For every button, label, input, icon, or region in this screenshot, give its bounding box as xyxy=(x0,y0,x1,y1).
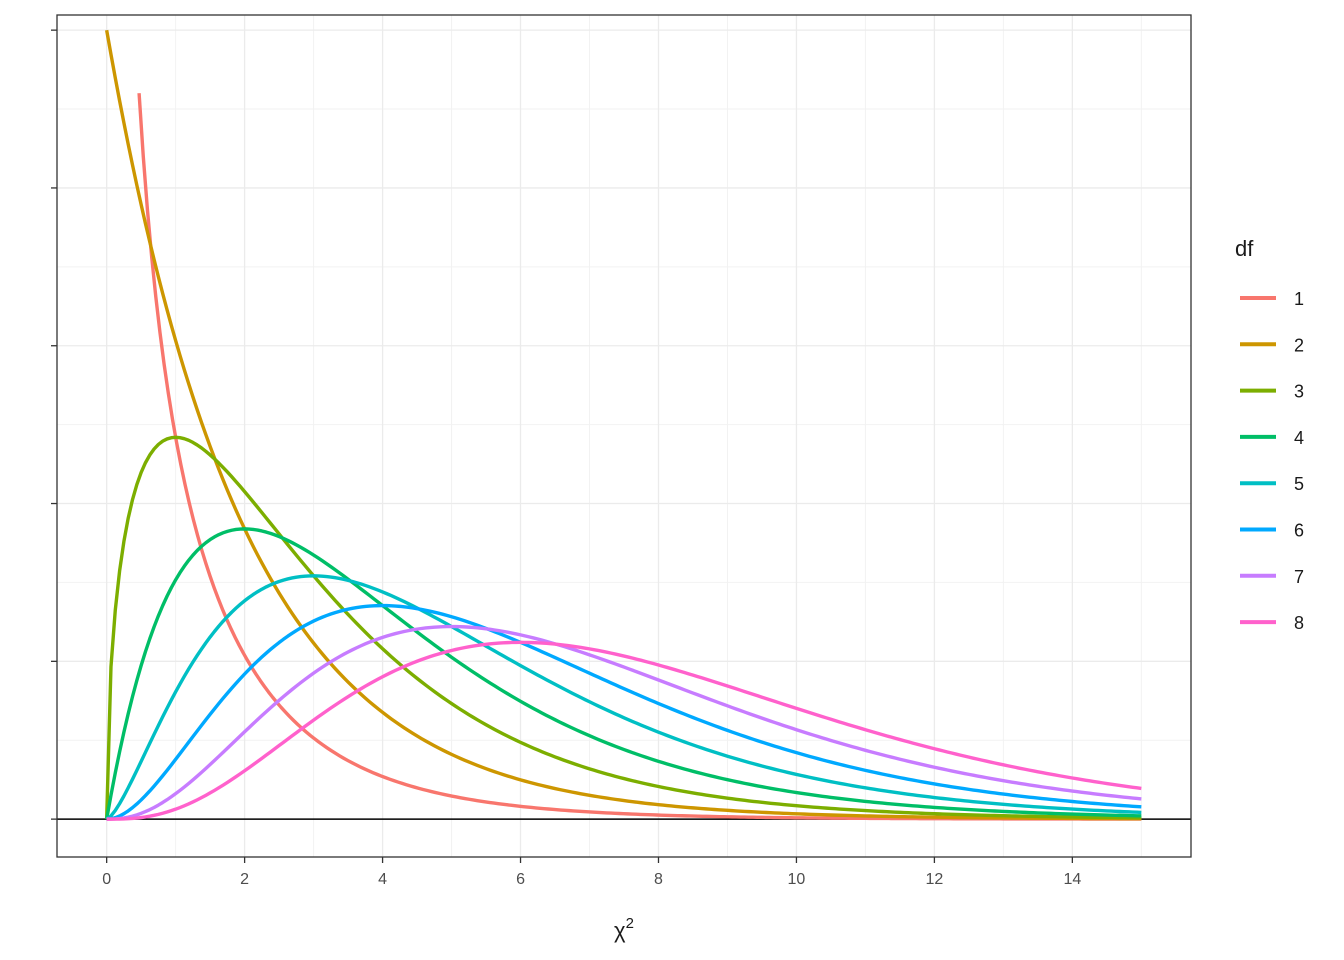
series-line-df-8 xyxy=(106,640,1142,821)
x-axis-title-base: χ xyxy=(614,918,626,943)
x-axis-ticks: 0 2 4 6 8 10 12 14 xyxy=(102,857,1081,888)
x-tick-label: 12 xyxy=(926,871,944,888)
series-line-df-6 xyxy=(106,603,1142,821)
x-tick-label: 10 xyxy=(788,871,806,888)
legend-items: 1 2 3 4 5 6 7 8 xyxy=(1240,289,1304,633)
density-curves xyxy=(104,29,1142,821)
x-tick-label: 6 xyxy=(516,871,525,888)
panel-background xyxy=(57,15,1191,857)
series-line-df-2 xyxy=(104,29,1142,821)
y-axis-ticks xyxy=(51,29,57,820)
x-tick-label: 4 xyxy=(378,871,387,888)
legend-label-1: 1 xyxy=(1294,289,1304,309)
plot-panel xyxy=(56,14,1192,858)
x-axis-title-superscript: 2 xyxy=(626,915,634,932)
legend-label-6: 6 xyxy=(1294,521,1304,541)
x-tick-label: 14 xyxy=(1063,871,1081,888)
panel-border xyxy=(56,14,1192,858)
x-tick-label: 2 xyxy=(240,871,249,888)
series-line-df-7 xyxy=(106,624,1142,821)
legend-label-4: 4 xyxy=(1294,428,1304,448)
x-tick-label: 8 xyxy=(654,871,663,888)
minor-gridlines xyxy=(57,15,1191,857)
legend-label-7: 7 xyxy=(1294,567,1304,587)
legend-label-5: 5 xyxy=(1294,474,1304,494)
x-axis-title: χ2 xyxy=(614,915,634,943)
series-line-df-4 xyxy=(104,527,1142,820)
legend-title: df xyxy=(1235,236,1254,261)
legend-label-8: 8 xyxy=(1294,613,1304,633)
legend-label-3: 3 xyxy=(1294,382,1304,402)
legend: df 1 2 3 4 5 6 7 8 xyxy=(1235,236,1304,633)
legend-label-2: 2 xyxy=(1294,335,1304,355)
x-tick-label: 0 xyxy=(102,871,111,888)
series-line-df-3 xyxy=(104,435,1142,820)
series-line-df-5 xyxy=(105,574,1142,821)
